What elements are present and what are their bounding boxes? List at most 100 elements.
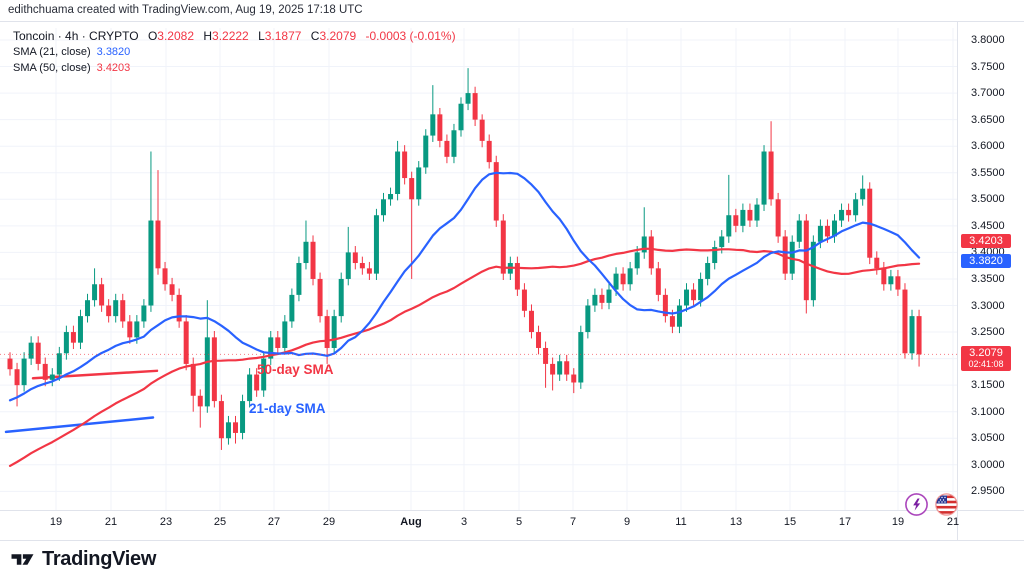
plot-bottom-separator xyxy=(0,510,1024,511)
candle-body xyxy=(49,374,55,380)
candle-body xyxy=(240,401,246,433)
candle-body xyxy=(578,332,584,383)
candle-body xyxy=(486,140,492,163)
footer-bar: TradingView xyxy=(0,541,1024,581)
price-axis-label: 3.5000 xyxy=(971,193,1005,206)
candle-body xyxy=(648,236,654,269)
price-axis-label: 3.6500 xyxy=(971,113,1005,126)
tradingview-logo[interactable]: TradingView xyxy=(10,547,156,572)
candle-body xyxy=(712,247,718,264)
candle-body xyxy=(395,151,401,194)
candle-body xyxy=(261,358,267,391)
candle-body xyxy=(99,284,105,306)
candle-body xyxy=(458,103,464,131)
candle-body xyxy=(211,337,217,402)
candle-body xyxy=(155,220,161,269)
price-axis-label: 3.0000 xyxy=(971,458,1005,471)
candle-body xyxy=(902,289,908,354)
candle-body xyxy=(310,241,316,279)
candle-body xyxy=(416,167,422,200)
price-axis-label: 3.1500 xyxy=(971,379,1005,392)
sma50-badge-value: 3.4203 xyxy=(969,234,1003,247)
bar-countdown-timer: 02:41:08 xyxy=(968,359,1004,370)
candle-body xyxy=(634,252,640,269)
attribution-text: edithchuama created with TradingView.com… xyxy=(8,4,363,16)
candle-body xyxy=(550,363,556,375)
high-label: H xyxy=(203,29,213,43)
candle-body xyxy=(106,305,112,317)
candle-body xyxy=(839,209,845,221)
candle-body xyxy=(536,332,542,348)
candle-body xyxy=(888,276,894,285)
candle-body xyxy=(218,401,224,439)
candle-body xyxy=(423,135,429,168)
sma50-legend-row[interactable]: SMA (50, close) 3.4203 xyxy=(13,61,456,76)
candle-body xyxy=(874,257,880,269)
chart-legend: Toncoin · 4h · CRYPTO O3.2082 H3.2222 L3… xyxy=(13,29,456,76)
candle-body xyxy=(92,284,98,301)
candle-body xyxy=(444,140,450,157)
candle-body xyxy=(430,114,436,136)
candle-body xyxy=(338,278,344,317)
candle-body xyxy=(134,321,140,338)
us-flag-event-icon[interactable] xyxy=(934,492,959,517)
close-label: C xyxy=(310,29,320,43)
candle-body xyxy=(268,337,274,359)
candle-body xyxy=(21,358,27,386)
candle-body xyxy=(514,263,520,290)
price-axis-separator xyxy=(957,22,958,540)
open-label: O xyxy=(147,29,158,43)
candle-body xyxy=(275,337,281,348)
sma21-annotation-label[interactable]: 21-day SMA xyxy=(249,401,326,416)
last-price-badge: 3.2079 02:41:08 xyxy=(961,346,1011,372)
price-axis-label: 3.3500 xyxy=(971,272,1005,285)
lightning-event-icon[interactable] xyxy=(904,492,929,517)
candle-body xyxy=(366,268,372,274)
candle-body xyxy=(70,332,76,343)
candle-body xyxy=(747,209,753,221)
sma21-legend-row[interactable]: SMA (21, close) 3.3820 xyxy=(13,45,456,60)
candle-body xyxy=(803,220,809,301)
candle-body xyxy=(42,363,48,380)
high-value: 3.2222 xyxy=(212,29,249,43)
lightning-bolt-glyph xyxy=(913,498,921,511)
candle-body xyxy=(162,268,168,285)
sma50-annotation-label[interactable]: 50-day SMA xyxy=(257,362,334,377)
change-value: -0.0003 (-0.01%) xyxy=(365,29,456,43)
time-axis[interactable]: 19 21 23 25 27 29 Aug 3 5 7 9 11 13 15 17 19 21 xyxy=(0,511,959,539)
price-axis-label: 3.3000 xyxy=(971,299,1005,312)
price-axis[interactable]: 3.4203 3.3820 3.2079 02:41:08 3.8000 3.75… xyxy=(958,22,1024,540)
time-axis-label: 19 xyxy=(891,516,905,528)
candle-body xyxy=(740,209,746,226)
candle-body xyxy=(141,305,147,322)
candle-body xyxy=(359,263,365,269)
ascending-trendline-blue[interactable] xyxy=(4,416,155,434)
candle-body xyxy=(853,199,859,216)
price-axis-label: 3.6000 xyxy=(971,140,1005,153)
time-axis-label: 7 xyxy=(569,516,577,528)
candle-body xyxy=(528,310,534,333)
candle-body xyxy=(881,268,887,285)
candle-body xyxy=(28,342,34,359)
time-axis-label: 13 xyxy=(729,516,743,528)
candle-body xyxy=(606,289,612,303)
price-axis-label: 3.7500 xyxy=(971,60,1005,73)
candle-body xyxy=(754,204,760,221)
candle-body xyxy=(113,300,119,317)
candle-body xyxy=(345,252,351,279)
sma50-value: 3.4203 xyxy=(96,62,131,74)
time-axis-label: 23 xyxy=(159,516,173,528)
candle-body xyxy=(63,332,69,354)
time-axis-label: 25 xyxy=(213,516,227,528)
time-axis-label: 9 xyxy=(623,516,631,528)
candle-body xyxy=(373,215,379,274)
candle-body xyxy=(691,289,697,301)
price-axis-label: 3.5500 xyxy=(971,166,1005,179)
low-value: 3.1877 xyxy=(264,29,302,43)
candle-body xyxy=(571,374,577,383)
candle-body xyxy=(183,321,189,364)
candle-body xyxy=(768,151,774,200)
symbol-legend-row[interactable]: Toncoin · 4h · CRYPTO O3.2082 H3.2222 L3… xyxy=(13,29,456,44)
sma50-label: SMA (50, close) xyxy=(13,62,91,74)
